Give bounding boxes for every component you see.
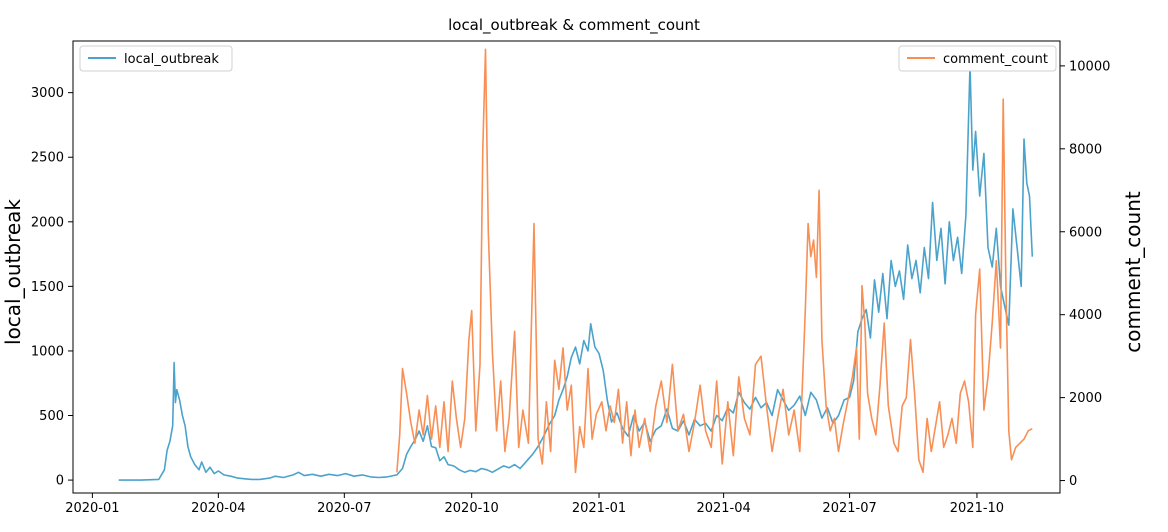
left-y-axis-ticks: 0 500 1000 1500 2000 2500 3000 (31, 86, 73, 489)
legend-label-local-outbreak: local_outbreak (124, 52, 219, 67)
legend-comment-count: comment_count (898, 45, 1057, 72)
series-layer (118, 48, 1034, 481)
x-tick-label: 2020-01 (65, 501, 119, 516)
right-axis-title: comment_count (1121, 191, 1145, 353)
right-y-axis-ticks: 0 2000 4000 6000 8000 10000 (1060, 59, 1110, 489)
legend-box-right (898, 45, 1057, 72)
x-tick-label: 2020-10 (445, 501, 499, 516)
x-tick-label: 2021-01 (572, 501, 626, 516)
left-y-tick-label: 500 (39, 409, 64, 424)
x-tick-label: 2021-07 (822, 501, 876, 516)
right-y-tick-label: 0 (1069, 474, 1077, 489)
legend-local-outbreak: local_outbreak (79, 45, 233, 72)
right-y-tick-label: 8000 (1069, 142, 1102, 157)
left-y-tick-label: 2500 (31, 151, 64, 166)
right-y-tick-label: 4000 (1069, 308, 1102, 323)
left-y-tick-label: 2000 (31, 215, 64, 230)
right-y-tick-label: 2000 (1069, 391, 1102, 406)
series-line-local-outbreak (118, 64, 1034, 481)
x-tick-label: 2020-07 (317, 501, 371, 516)
x-tick-label: 2020-04 (191, 501, 245, 516)
legend-box-left (79, 45, 233, 72)
series-line-comment-count (396, 48, 1033, 474)
left-axis-title: local_outbreak (1, 199, 25, 345)
x-tick-label: 2021-04 (696, 501, 750, 516)
left-y-tick-label: 1500 (31, 280, 64, 295)
plot-frame (72, 40, 1061, 494)
x-axis-ticks: 2020-01 2020-04 2020-07 2020-10 2021-01 2021-… (65, 493, 1004, 516)
x-tick-label: 2021-10 (950, 501, 1004, 516)
left-y-tick-label: 3000 (31, 86, 64, 101)
chart-title: local_outbreak & comment_count (448, 16, 700, 35)
legend-label-comment-count: comment_count (943, 52, 1048, 67)
left-y-tick-label: 1000 (31, 344, 64, 359)
left-y-tick-label: 0 (56, 474, 64, 489)
right-y-tick-label: 10000 (1069, 59, 1110, 74)
right-y-tick-label: 6000 (1069, 225, 1102, 240)
